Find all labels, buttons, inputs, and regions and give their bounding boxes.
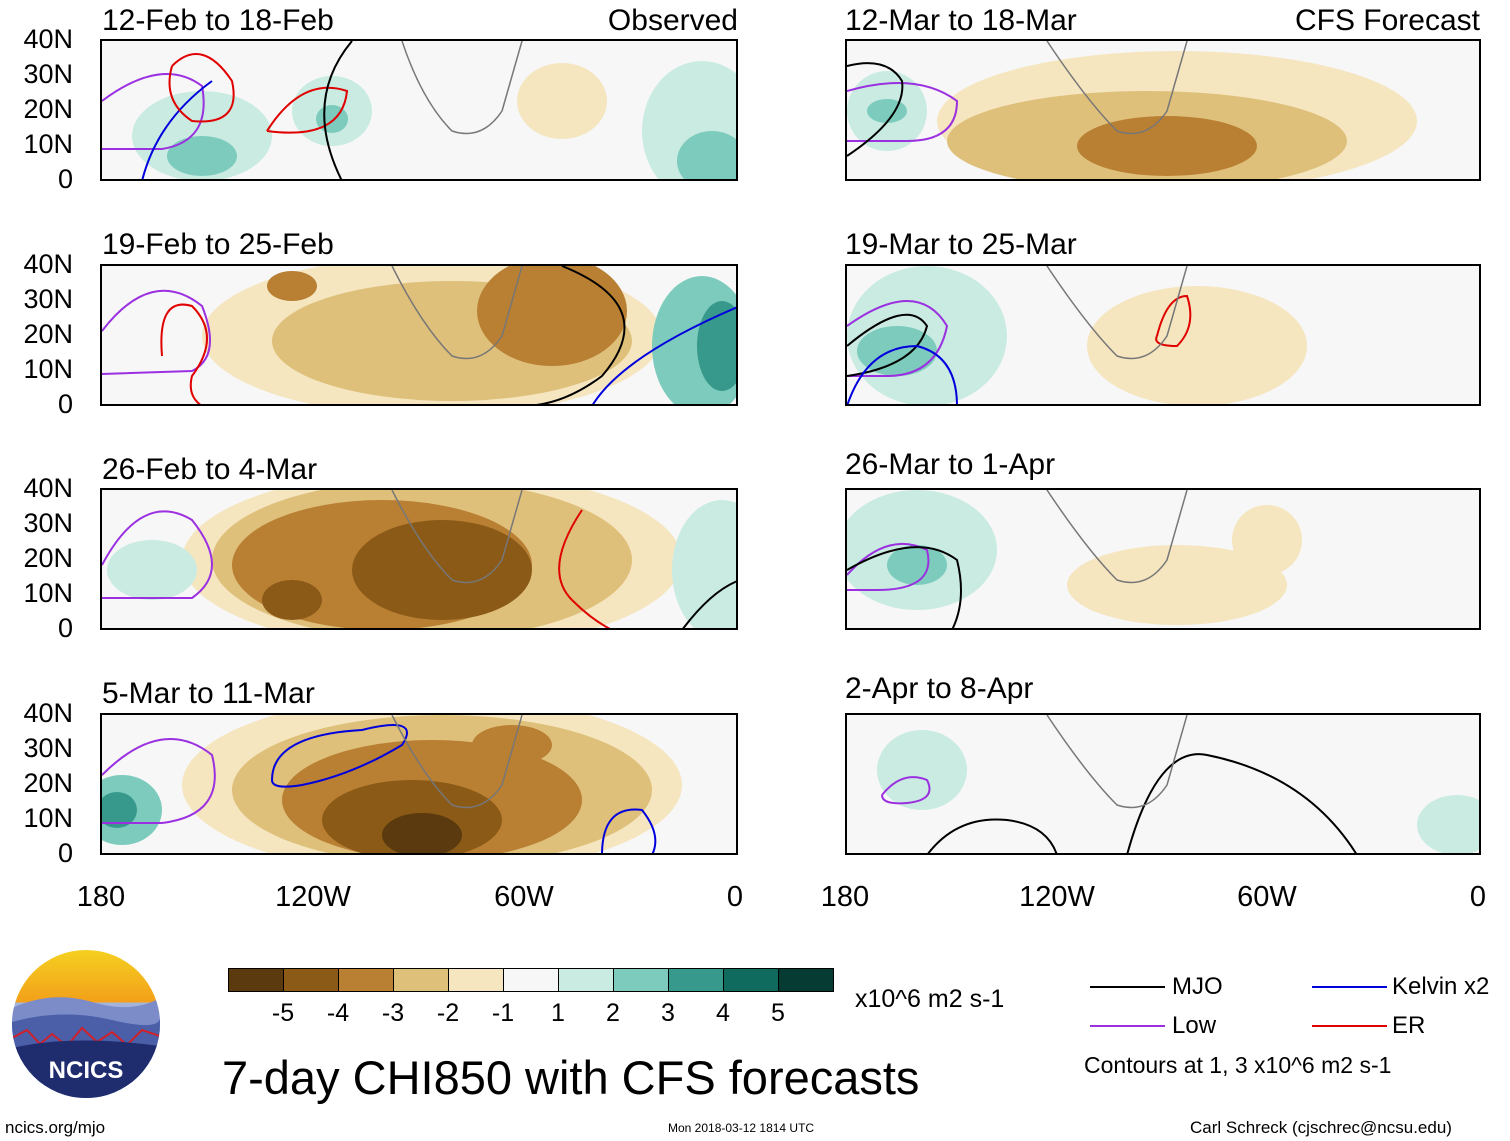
footer-website[interactable]: ncics.org/mjo — [5, 1118, 106, 1137]
map-left-4 — [100, 713, 738, 855]
colorbar-cell — [558, 968, 614, 992]
map-right-4 — [845, 713, 1481, 855]
panel-title-left-1: 12-Feb to 18-Feb — [102, 4, 334, 37]
lat-label: 20N — [23, 319, 73, 349]
panel-title-left-2: 19-Feb to 25-Feb — [102, 228, 334, 261]
map-left-1 — [100, 39, 738, 181]
legend-mjo-label: MJO — [1172, 973, 1223, 1000]
lat-label: 30N — [23, 733, 73, 763]
cfs-forecast-label: CFS Forecast — [1294, 4, 1480, 37]
map-right-3 — [845, 488, 1481, 630]
panel-title-right-4: 2-Apr to 8-Apr — [845, 672, 1034, 705]
lon-label-180-right: 180 — [820, 881, 870, 913]
lat-label: 30N — [23, 59, 73, 89]
colorbar-tick: 2 — [606, 999, 620, 1027]
legend-er-label: ER — [1392, 1012, 1426, 1039]
footer-timestamp: Mon 2018-03-12 1814 UTC — [668, 1121, 815, 1135]
lat-label: 40N — [23, 24, 73, 54]
lat-label: 10N — [23, 354, 73, 384]
lat-label: 20N — [23, 768, 73, 798]
colorbar-cell — [503, 968, 559, 992]
logo-text: NCICS — [49, 1057, 124, 1084]
legend-kelvin-label: Kelvin x2 — [1392, 973, 1490, 1000]
colorbar-tick: 5 — [771, 999, 785, 1027]
panel-title-left-4: 5-Mar to 11-Mar — [102, 677, 315, 710]
footer-credit: Carl Schreck (cjschrec@ncsu.edu) — [1190, 1118, 1452, 1137]
colorbar-tick: 3 — [661, 999, 675, 1027]
contours-note: Contours at 1, 3 x10^6 m2 s-1 — [1084, 1052, 1392, 1078]
legend-low-label: Low — [1172, 1012, 1217, 1039]
legend-mjo-line — [1090, 986, 1165, 988]
lat-label: 40N — [23, 249, 73, 279]
colorbar-cell — [228, 968, 284, 992]
legend-er-line — [1312, 1025, 1387, 1027]
ncics-logo: NCICS — [12, 950, 160, 1098]
colorbar-tick: -2 — [436, 999, 460, 1027]
lat-label: 0 — [57, 389, 73, 419]
colorbar-cell — [668, 968, 724, 992]
lat-label: 40N — [23, 473, 73, 503]
colorbar-cell — [283, 968, 339, 992]
colorbar-cell — [338, 968, 394, 992]
colorbar-units: x10^6 m2 s-1 — [855, 985, 1005, 1013]
colorbar-tick: 4 — [716, 999, 730, 1027]
map-left-3 — [100, 488, 738, 630]
lat-label: 30N — [23, 508, 73, 538]
colorbar-cell — [393, 968, 449, 992]
lon-label-120w-left: 120W — [275, 881, 351, 913]
lat-label: 0 — [57, 838, 73, 868]
lon-label-180-left: 180 — [76, 881, 126, 913]
colorbar-tick: 1 — [551, 999, 565, 1027]
lat-label: 10N — [23, 129, 73, 159]
map-left-2 — [100, 264, 738, 406]
panel-title-right-3: 26-Mar to 1-Apr — [845, 448, 1056, 481]
map-right-1 — [845, 39, 1481, 181]
lon-label-0-left: 0 — [726, 881, 744, 913]
lat-label: 10N — [23, 578, 73, 608]
lat-label: 20N — [23, 94, 73, 124]
colorbar-cell — [448, 968, 504, 992]
lon-label-120w-right: 120W — [1019, 881, 1095, 913]
lon-label-60w-right: 60W — [1237, 881, 1297, 913]
lat-label: 10N — [23, 803, 73, 833]
colorbar-cell — [778, 968, 834, 992]
lon-label-60w-left: 60W — [494, 881, 554, 913]
lat-label: 30N — [23, 284, 73, 314]
lon-label-0-right: 0 — [1469, 881, 1487, 913]
lat-label: 40N — [23, 698, 73, 728]
lat-label: 0 — [57, 613, 73, 643]
lat-label: 20N — [23, 543, 73, 573]
legend-kelvin-line — [1312, 986, 1387, 988]
colorbar-tick: -3 — [381, 999, 405, 1027]
colorbar-tick: -5 — [271, 999, 295, 1027]
panel-title-left-3: 26-Feb to 4-Mar — [102, 453, 318, 486]
legend-low-line — [1090, 1025, 1165, 1027]
colorbar-cell — [613, 968, 669, 992]
panel-title-right-2: 19-Mar to 25-Mar — [845, 228, 1077, 261]
lat-label: 0 — [57, 164, 73, 194]
colorbar-tick: -1 — [491, 999, 515, 1027]
colorbar-cell — [723, 968, 779, 992]
panel-title-right-1: 12-Mar to 18-Mar — [845, 4, 1077, 37]
colorbar-tick: -4 — [326, 999, 350, 1027]
main-title: 7-day CHI850 with CFS forecasts — [222, 1051, 920, 1104]
map-right-2 — [845, 264, 1481, 406]
observed-label: Observed — [607, 4, 738, 37]
